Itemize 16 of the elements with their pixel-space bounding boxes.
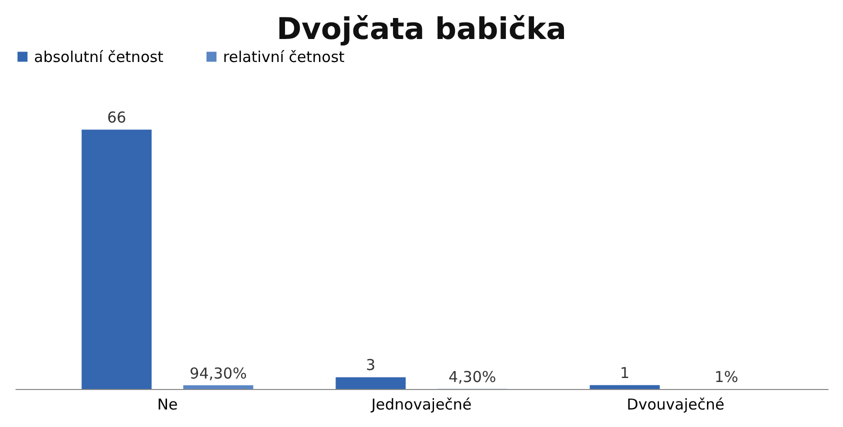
- bar: [336, 377, 406, 389]
- data-label: 1%: [714, 368, 738, 386]
- data-label: 4,30%: [448, 368, 496, 386]
- data-label: 3: [366, 356, 376, 374]
- x-tick-label: Ne: [157, 396, 178, 414]
- bar: [82, 130, 152, 389]
- legend-label: absolutní četnost: [34, 48, 164, 66]
- data-label: 94,30%: [190, 364, 247, 382]
- legend-label: relativní četnost: [223, 48, 345, 66]
- bar: [590, 385, 660, 389]
- data-label: 1: [620, 364, 630, 382]
- chart-title: Dvojčata babička: [276, 12, 566, 47]
- x-tick-label: Dvouvaječné: [626, 396, 724, 414]
- x-tick-label: Jednovaječné: [370, 396, 472, 414]
- data-label: 66: [107, 108, 126, 127]
- bar: [183, 385, 254, 389]
